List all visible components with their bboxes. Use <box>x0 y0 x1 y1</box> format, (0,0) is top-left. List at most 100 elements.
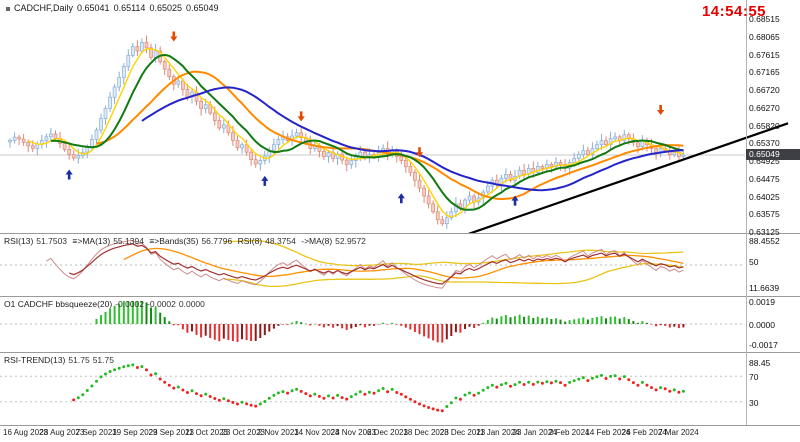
date-axis-label: 23 Jan 2024 <box>512 428 557 437</box>
date-axis-label: 29 Sep 2023 <box>148 428 194 437</box>
date-axis-label: 28 Dec 2023 <box>439 428 486 437</box>
rsi-trend-title: RSI-TREND(13) <box>4 355 66 365</box>
panel-separator[interactable] <box>0 352 800 353</box>
date-axis-label: 16 Aug 2023 <box>3 428 48 437</box>
date-axis-label: 18 Dec 2023 <box>403 428 449 437</box>
clock-indicator: 14:54:55 <box>701 3 766 20</box>
squeeze-value-3: 0.0000 <box>178 299 205 309</box>
rsi-panel-header: RSI(13) 51.7503 ≡>MA(13) 55.1394 ≡>Bands(3… <box>4 236 369 246</box>
rsi-ma-line <box>123 247 684 279</box>
rsi-axis-label: 11.6639 <box>749 283 780 293</box>
price-axis-label: 0.65370 <box>749 138 780 149</box>
ma-yellow <box>27 47 684 218</box>
ma-green <box>50 53 684 211</box>
rsi8-label: RSI(8) <box>237 236 263 246</box>
date-axis-label: 23 Oct 2023 <box>221 428 265 437</box>
squeeze-panel-canvas[interactable] <box>0 297 800 352</box>
rsi8-ma-value: 52.9572 <box>335 236 366 246</box>
date-axis-label: 28 Aug 2023 <box>39 428 85 437</box>
symbol-icon <box>6 6 10 11</box>
rsi-bands-upper <box>223 239 684 267</box>
signal-arrows <box>65 31 665 206</box>
date-axis-label: 26 Feb 2024 <box>621 428 667 437</box>
date-axis-label: 11 Oct 2023 <box>185 428 228 437</box>
date-axis-label: 14 Feb 2024 <box>585 428 631 437</box>
rsi8-line <box>46 239 684 289</box>
sell-arrow-icon <box>657 105 665 116</box>
squeeze-histogram <box>95 301 685 343</box>
candlesticks <box>8 35 686 229</box>
price-axis-label: 0.66270 <box>749 102 780 113</box>
price-axis-label: 0.67615 <box>749 49 780 60</box>
date-axis-label: 7 Mar 2024 <box>658 428 699 437</box>
squeeze-title: O1 CADCHF bbsqueeze(20) <box>4 299 113 309</box>
ma-blue <box>141 86 684 192</box>
buy-arrow-icon <box>65 169 73 180</box>
squeeze-panel-header: O1 CADCHF bbsqueeze(20) -0.0002 -0.0002 0.0… <box>4 299 208 309</box>
ma-orange <box>96 70 684 201</box>
price-axis-label: 0.63125 <box>749 227 780 237</box>
price-axis-label: 0.68065 <box>749 31 780 42</box>
sell-arrow-icon <box>297 111 305 122</box>
sell-arrow-icon <box>170 31 178 42</box>
squeeze-value-2: -0.0002 <box>147 299 176 309</box>
trend-axis-label: 88.45 <box>749 358 771 368</box>
price-axis-label: 0.64925 <box>749 156 780 166</box>
squeeze-value-1: -0.0002 <box>115 299 145 309</box>
price-axis-label: 0.64475 <box>749 173 780 184</box>
squeeze-axis-label: 0.0019 <box>749 297 775 307</box>
rsi-trend-value-1: 51.75 <box>68 355 90 365</box>
low-value: 0.65025 <box>149 3 182 13</box>
current-price-tag: 0.65049 <box>746 149 800 160</box>
date-axis-label: 6 Dec 2023 <box>367 428 408 437</box>
price-axis-label: 0.66720 <box>749 85 780 95</box>
main-chart-canvas[interactable] <box>0 0 800 234</box>
price-axis-label: 0.64025 <box>749 191 780 202</box>
ohlc-header: CADCHF,Daily 0.65041 0.65114 0.65025 0.65049 <box>6 3 223 13</box>
price-axis-label: 0.67165 <box>749 67 780 78</box>
buy-arrow-icon <box>397 193 405 204</box>
date-axis-label: 7 Sep 2023 <box>75 428 117 437</box>
trend-axis-label: 30 <box>749 398 759 408</box>
rsi-trend-dots <box>72 363 685 413</box>
open-value: 0.65041 <box>77 3 110 13</box>
sell-arrow-icon <box>415 147 424 158</box>
rsi-value: 51.7503 <box>36 236 68 246</box>
rsi-axis-label: 88.4552 <box>749 236 780 246</box>
price-axis-divider[interactable] <box>746 0 747 425</box>
high-value: 0.65114 <box>113 3 146 13</box>
panel-separator[interactable] <box>0 233 800 234</box>
symbol-label: CADCHF,Daily <box>14 3 74 13</box>
rsi-panel-canvas[interactable] <box>0 234 800 296</box>
rsi-trend-panel-header: RSI-TREND(13) 51.75 51.75 <box>4 355 117 365</box>
price-axis-label: 0.65820 <box>749 120 780 131</box>
date-axis-label: 2 Feb 2024 <box>549 428 590 437</box>
price-axis-label: 0.68515 <box>749 14 780 24</box>
rsi-trend-panel-canvas[interactable] <box>0 353 800 425</box>
rsi-axis-label: 50 <box>749 257 759 267</box>
rsi-bands-value: 56.7796 <box>201 236 233 246</box>
buy-arrow-icon <box>511 195 519 206</box>
date-axis-label: 14 Nov 2023 <box>294 428 340 437</box>
date-axis-label: 19 Sep 2023 <box>112 428 158 437</box>
rsi-ma-value: 55.1394 <box>113 236 144 246</box>
panel-separator[interactable] <box>0 296 800 297</box>
trendline <box>464 122 789 234</box>
rsi13-line <box>69 243 684 285</box>
trend-axis-label: 70 <box>749 372 759 382</box>
date-axis-label: 24 Nov 2023 <box>330 428 376 437</box>
squeeze-axis-label: -0.0017 <box>749 340 778 350</box>
date-axis-label: 2 Nov 2023 <box>257 428 299 437</box>
rsi-label: RSI(13) <box>4 236 34 246</box>
rsi8-value: 48.3754 <box>265 236 296 246</box>
rsi-bands-label: ≡>Bands(35) <box>149 236 199 246</box>
date-axis-label: 11 Jan 2024 <box>476 428 520 437</box>
ma-lines <box>27 47 684 218</box>
rsi-ma-label: ≡>MA(13) <box>72 236 111 246</box>
panel-separator <box>0 425 800 426</box>
rsi-bands-lower <box>223 262 684 288</box>
close-value: 0.65049 <box>185 3 219 13</box>
squeeze-axis-label: 0.0000 <box>749 320 775 330</box>
price-axis-label: 0.63575 <box>749 209 780 220</box>
